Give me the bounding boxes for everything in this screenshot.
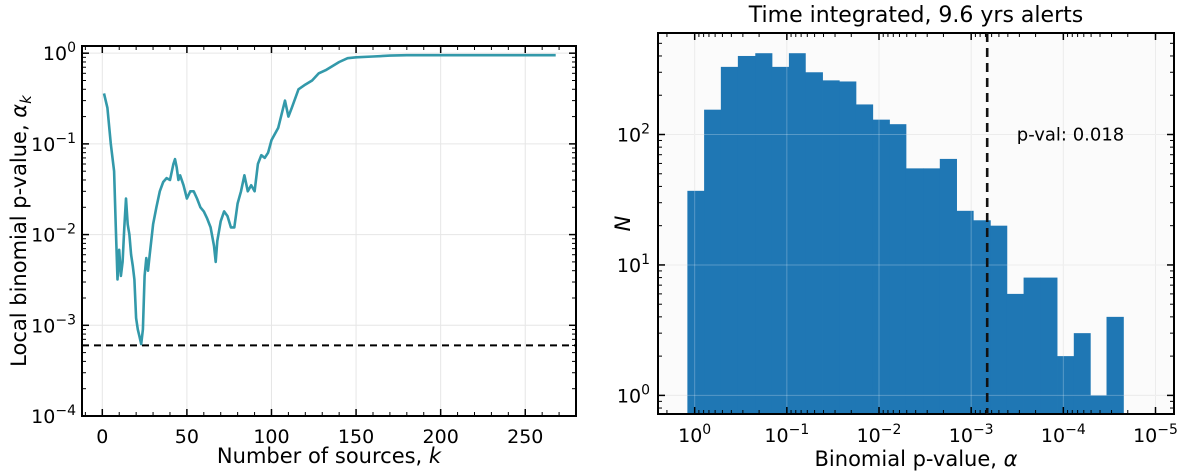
left-x-tick-label: 0 xyxy=(96,426,108,448)
histogram-bar xyxy=(704,109,722,415)
left-y-tick-label: 10−1 xyxy=(31,131,76,156)
histogram-bar xyxy=(805,72,823,415)
histogram-bar xyxy=(1057,356,1075,414)
right-y-tick-label: 102 xyxy=(617,122,650,147)
histogram-bar xyxy=(905,168,924,414)
histogram-bar xyxy=(1090,395,1107,414)
left-x-tick-label: 50 xyxy=(175,426,199,448)
left-chart-panel: 0 50 100 150 200 250 10−4 10−3 10−2 10−1 100 Numbe… xyxy=(7,40,577,468)
histogram-bar xyxy=(1106,316,1124,414)
right-x-tick-label: 10−4 xyxy=(1041,422,1086,447)
p-value-curve xyxy=(102,53,556,346)
histogram-bar xyxy=(855,104,874,414)
right-x-axis-label: Binomial p-value, α xyxy=(815,447,1018,471)
right-x-tick-label: 100 xyxy=(678,422,711,447)
histogram-bar xyxy=(956,210,974,414)
left-y-tick-label: 100 xyxy=(43,40,76,65)
right-y-axis-label: N xyxy=(611,215,635,231)
histogram-bar xyxy=(1006,293,1024,414)
histogram-bar xyxy=(839,81,857,414)
right-x-tick-label: 10−2 xyxy=(857,422,902,447)
left-y-tick-label: 10−2 xyxy=(31,222,76,247)
histogram-bar xyxy=(990,225,1008,414)
histogram-bar xyxy=(923,168,941,414)
left-ticks: 0 50 100 150 200 250 10−4 10−3 10−2 10−1 100 xyxy=(31,40,576,448)
histogram-bar xyxy=(1023,277,1041,414)
left-series xyxy=(82,53,576,347)
left-x-tick-label: 200 xyxy=(423,426,459,448)
right-x-tick-label: 10−3 xyxy=(949,422,994,447)
right-x-tick-label: 10−1 xyxy=(764,422,809,447)
p-value-annotation: p-val: 0.018 xyxy=(1017,125,1124,146)
histogram-bar xyxy=(687,190,705,414)
left-x-tick-label: 250 xyxy=(507,426,543,448)
left-grid xyxy=(82,46,576,417)
right-chart-panel: 100 10−1 10−2 10−3 10−4 10−5 100 101 102 Time in… xyxy=(611,3,1178,471)
left-x-tick-label: 100 xyxy=(253,426,289,448)
histogram-bar xyxy=(788,53,806,415)
left-x-axis-label: Number of sources, k xyxy=(217,444,442,468)
left-y-axis-label: Local binomial p-value, αk xyxy=(7,94,35,367)
right-y-tick-label: 100 xyxy=(617,382,650,407)
histogram-bar xyxy=(1073,333,1091,414)
histogram-bar xyxy=(872,119,890,414)
histogram-bar xyxy=(939,158,957,414)
right-grid-overlay xyxy=(658,33,1174,414)
histogram-bar xyxy=(755,53,773,415)
right-ticks: 100 10−1 10−2 10−3 10−4 10−5 100 101 102 xyxy=(617,32,1178,447)
left-y-tick-label: 10−4 xyxy=(31,403,76,428)
right-y-tick-label: 101 xyxy=(617,252,650,277)
right-chart-title: Time integrated, 9.6 yrs alerts xyxy=(748,3,1083,28)
left-x-tick-label: 150 xyxy=(338,426,374,448)
histogram-bar xyxy=(737,55,756,414)
right-x-tick-label: 10−5 xyxy=(1133,422,1178,447)
right-bars xyxy=(687,53,1124,415)
histogram-bar xyxy=(720,66,739,415)
left-plot-frame xyxy=(81,45,577,417)
histogram-bar xyxy=(889,124,907,415)
left-y-tick-label: 10−3 xyxy=(31,312,76,337)
histogram-bar xyxy=(771,66,790,415)
histogram-bar xyxy=(822,80,840,415)
histogram-bar xyxy=(1040,277,1058,414)
